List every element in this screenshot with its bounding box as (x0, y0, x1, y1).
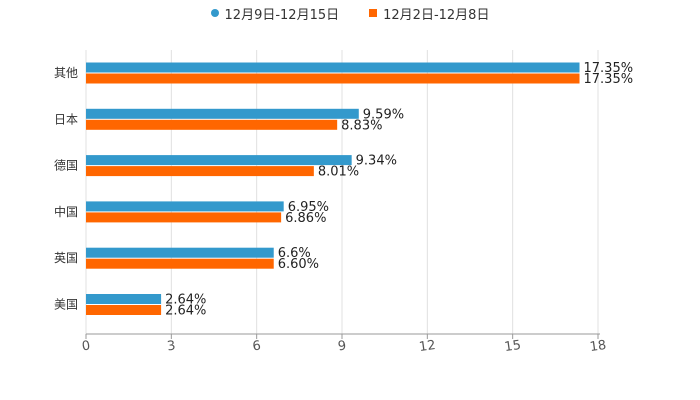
x-tick-label-4: 12 (418, 338, 436, 355)
bar-s1-2 (86, 155, 352, 166)
bar-s2-1 (86, 119, 338, 130)
bar-s1-1 (86, 108, 359, 119)
data-label-s2-1: 8.83% (341, 118, 382, 133)
bar-s2-2 (86, 166, 314, 177)
legend-item-series-2[interactable]: 12月2日-12月8日 (369, 4, 489, 23)
legend-label-series-1: 12月9日-12月15日 (224, 7, 340, 23)
x-tick-label-6: 18 (589, 338, 607, 355)
bar-s1-5 (86, 294, 162, 304)
x-tick-label-0: 0 (81, 338, 91, 354)
bar-s2-3 (86, 212, 282, 223)
bar-s1-3 (86, 201, 284, 212)
data-label-s1-0: 17.35% (584, 61, 634, 76)
x-tick-label-3: 9 (337, 338, 347, 354)
data-label-s1-1: 9.59% (363, 107, 404, 122)
data-label-s2-5: 2.64% (165, 304, 206, 319)
data-label-s1-3: 6.95% (288, 200, 329, 215)
legend-marker-series-2 (369, 9, 378, 17)
bar-s2-0 (86, 73, 580, 84)
x-tick-label-2: 6 (252, 338, 262, 354)
data-label-s1-2: 9.34% (356, 154, 397, 169)
category-label-2: 德国 (54, 158, 78, 173)
chart-legend: 12月9日-12月15日 12月2日-12月8日 (0, 4, 700, 23)
category-label-0: 其他 (54, 66, 78, 80)
category-label-1: 日本 (54, 112, 78, 126)
data-label-s2-2: 8.01% (318, 165, 359, 180)
legend-item-series-1[interactable]: 12月9日-12月15日 (210, 4, 340, 23)
category-label-5: 美国 (54, 298, 78, 312)
legend-label-series-2: 12月2日-12月8日 (383, 7, 490, 23)
x-tick-label-1: 3 (166, 338, 176, 354)
data-label-s2-4: 6.60% (278, 257, 319, 272)
x-tick-label-5: 15 (503, 338, 521, 355)
bar-s2-4 (86, 258, 274, 269)
data-label-s1-5: 2.64% (165, 293, 206, 308)
bar-s2-5 (86, 305, 162, 315)
data-label-s2-3: 6.86% (285, 211, 326, 226)
bar-s1-0 (86, 62, 580, 73)
bar-s1-4 (86, 247, 274, 258)
legend-marker-series-1 (210, 9, 219, 17)
category-label-4: 英国 (54, 251, 78, 265)
data-label-s2-0: 17.35% (584, 72, 634, 87)
category-label-3: 中国 (54, 204, 78, 219)
data-label-s1-4: 6.6% (278, 246, 311, 261)
